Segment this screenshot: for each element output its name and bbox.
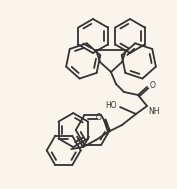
- Text: NH: NH: [148, 107, 159, 116]
- Text: O: O: [150, 81, 156, 91]
- Text: HO: HO: [105, 101, 117, 109]
- Text: O: O: [96, 114, 102, 122]
